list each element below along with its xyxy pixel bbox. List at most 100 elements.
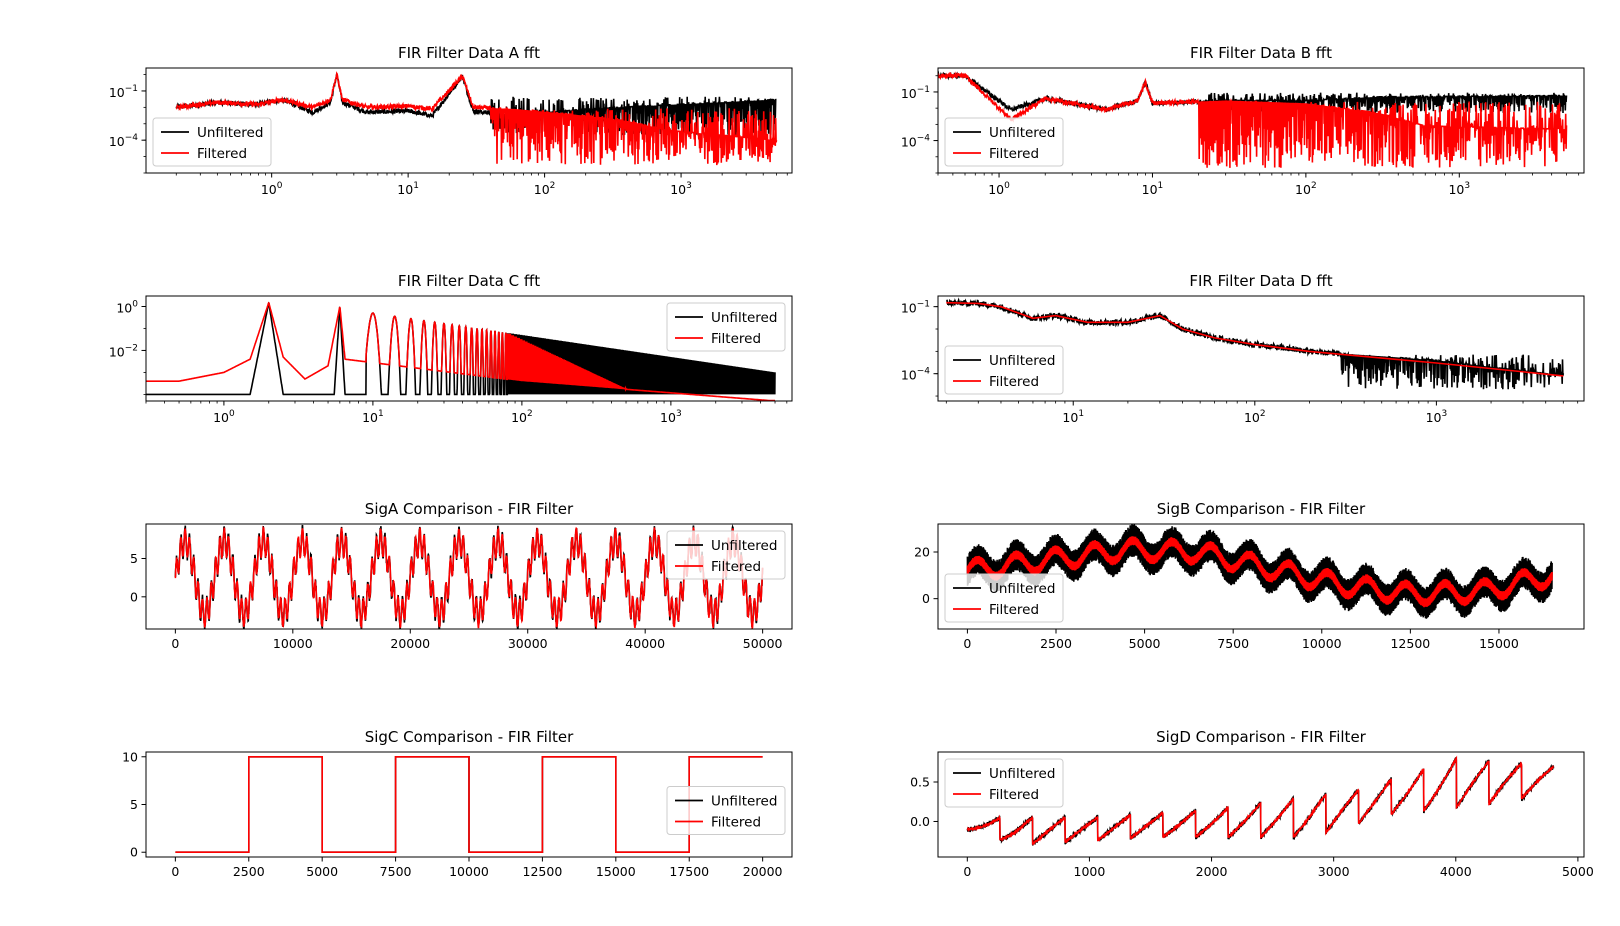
fft-b-legend-label-filtered: Filtered	[989, 146, 1039, 162]
fft-a-legend-box	[152, 117, 272, 167]
fft-c-series-filtered-line	[146, 301, 775, 401]
sig-b-legend-label-unfiltered: Unfiltered	[989, 581, 1055, 597]
fft-a-x-tick-label: 100	[261, 181, 283, 197]
sig-c-x-tick-label: 10000	[449, 864, 489, 879]
sig-c-chart: SigC Comparison - FIR Filter 0 2500 5000 750…	[122, 728, 793, 879]
sig-b-legend-label-filtered: Filtered	[989, 602, 1039, 618]
fft-d-title: FIR Filter Data D fft	[1189, 272, 1332, 290]
sig-d-legend-box	[944, 758, 1064, 808]
fft-b-x-tick-label: 101	[1142, 181, 1164, 197]
sig-d-x-tick-label: 0	[963, 864, 971, 879]
fft-a-legend: Unfiltered Filtered	[152, 117, 272, 167]
fft-b-axes-frame	[937, 67, 1585, 174]
fft-d-x-tick-label: 102	[1244, 409, 1266, 425]
sig-c-x-tick-label: 0	[171, 864, 179, 879]
fft-b-legend: Unfiltered Filtered	[944, 117, 1064, 167]
fft-c-y-tick-label: 10−2	[109, 343, 138, 359]
fft-b-x-tick-label: 102	[1295, 181, 1317, 197]
fft-a-chart: FIR Filter Data A fft 100 101 102 103 10−1 10−…	[109, 44, 793, 197]
sig-c-title: SigC Comparison - FIR Filter	[365, 728, 574, 746]
sig-a-legend: Unfiltered Filtered	[666, 530, 786, 580]
fft-a-y-tick-label: 10−1	[109, 84, 138, 100]
fft-d-legend-label-unfiltered: Unfiltered	[989, 353, 1055, 369]
fft-a-legend-label-unfiltered: Unfiltered	[197, 125, 263, 141]
sig-b-legend-box	[944, 573, 1064, 623]
sig-c-legend: Unfiltered Filtered	[666, 786, 786, 835]
sig-a-x-tick-label: 50000	[743, 636, 783, 651]
sig-a-x-tick-label: 40000	[625, 636, 665, 651]
fft-c-x-tick-label: 102	[511, 409, 533, 425]
fft-b-legend-box	[944, 117, 1064, 167]
sig-d-x-tick-label: 3000	[1318, 864, 1350, 879]
fft-c-x-tick-label: 103	[660, 409, 682, 425]
sig-c-legend-label-unfiltered: Unfiltered	[711, 794, 777, 810]
fft-c-legend: Unfiltered Filtered	[666, 302, 786, 352]
fft-d-y-tick-label: 10−1	[901, 300, 930, 316]
fft-d-legend: Unfiltered Filtered	[944, 345, 1064, 395]
sig-c-y-tick-label: 0	[130, 845, 138, 860]
sig-a-x-tick-label: 0	[171, 636, 179, 651]
sig-b-y-tick-label: 20	[914, 545, 930, 560]
sig-c-x-tick-label: 20000	[743, 864, 783, 879]
sig-b-x-tick-label: 5000	[1129, 636, 1161, 651]
sig-b-x-tick-label: 15000	[1479, 636, 1519, 651]
fft-b-title: FIR Filter Data B fft	[1190, 44, 1332, 62]
fft-a-title: FIR Filter Data A fft	[398, 44, 540, 62]
fft-d-series-filtered-line	[946, 301, 1564, 377]
fft-c-chart: FIR Filter Data C fft 100 101 102 103 100 10−2…	[109, 272, 793, 425]
sig-b-x-tick-label: 10000	[1302, 636, 1342, 651]
sig-b-axes-frame	[937, 523, 1585, 630]
sig-b-x-tick-label: 2500	[1040, 636, 1072, 651]
sig-c-legend-box	[666, 786, 786, 835]
sig-b-series-filtered-line	[966, 536, 1553, 608]
fft-b-x-tick-label: 103	[1448, 181, 1470, 197]
sig-a-legend-box	[666, 530, 786, 580]
sig-a-y-tick-label: 5	[130, 551, 138, 566]
fft-a-axes-frame	[145, 67, 793, 174]
sig-c-x-tick-label: 5000	[306, 864, 338, 879]
sig-a-x-tick-label: 20000	[390, 636, 430, 651]
fft-d-x-tick-label: 101	[1062, 409, 1084, 425]
fft-b-y-tick-label: 10−1	[901, 85, 930, 101]
fft-d-chart: FIR Filter Data D fft 101 102 103 10−1 10−4 Un…	[901, 272, 1585, 425]
fft-b-legend-label-unfiltered: Unfiltered	[989, 125, 1055, 141]
sig-b-legend: Unfiltered Filtered	[944, 573, 1064, 623]
fft-b-x-tick-label: 100	[988, 181, 1010, 197]
sig-a-x-tick-label: 10000	[273, 636, 313, 651]
sig-b-y-tick-label: 0	[922, 591, 930, 606]
fft-a-x-tick-label: 102	[534, 181, 556, 197]
fft-c-title: FIR Filter Data C fft	[398, 272, 540, 290]
sig-a-series-filtered-line	[174, 525, 764, 629]
fft-b-chart: FIR Filter Data B fft 100 101 102 103 10−1 10−…	[901, 44, 1585, 197]
sig-a-axes-frame	[145, 523, 793, 630]
fft-a-series-filtered-line	[175, 71, 778, 166]
fft-b-series-filtered-line	[938, 71, 1568, 168]
sig-c-x-tick-label: 12500	[523, 864, 563, 879]
sig-b-chart: SigB Comparison - FIR Filter 0 2500 5000 750…	[914, 500, 1585, 651]
sig-d-x-tick-label: 5000	[1562, 864, 1594, 879]
sig-a-y-tick-label: 0	[130, 589, 138, 604]
fft-a-x-tick-label: 101	[397, 181, 419, 197]
sig-c-x-tick-label: 17500	[669, 864, 709, 879]
sig-a-title: SigA Comparison - FIR Filter	[365, 500, 574, 518]
sig-d-title: SigD Comparison - FIR Filter	[1156, 728, 1367, 746]
sig-a-x-tick-label: 30000	[508, 636, 548, 651]
sig-d-axes-frame	[937, 751, 1585, 858]
sig-d-legend: Unfiltered Filtered	[944, 758, 1064, 808]
sig-d-series-filtered-line	[966, 755, 1554, 846]
fft-d-legend-box	[944, 345, 1064, 395]
sig-d-x-tick-label: 1000	[1074, 864, 1106, 879]
sig-d-x-tick-label: 4000	[1440, 864, 1472, 879]
sig-b-x-tick-label: 7500	[1217, 636, 1249, 651]
sig-c-x-tick-label: 2500	[233, 864, 265, 879]
sig-d-x-tick-label: 2000	[1196, 864, 1228, 879]
fft-a-x-tick-label: 103	[670, 181, 692, 197]
fft-d-legend-label-filtered: Filtered	[989, 374, 1039, 390]
sig-c-x-tick-label: 15000	[596, 864, 636, 879]
sig-b-title: SigB Comparison - FIR Filter	[1157, 500, 1366, 518]
fft-d-series-unfiltered-line	[945, 297, 1565, 390]
sig-c-series-filtered-line	[175, 756, 763, 853]
sig-c-legend-label-filtered: Filtered	[711, 815, 761, 831]
fft-b-y-tick-label: 10−4	[901, 134, 930, 150]
